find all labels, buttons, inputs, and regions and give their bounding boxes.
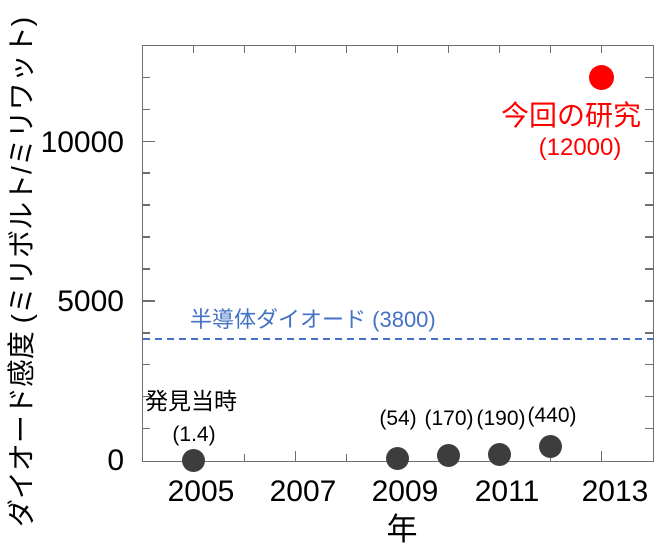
plot-area xyxy=(141,44,654,472)
y-tick-right xyxy=(644,363,653,366)
y-tick-left xyxy=(142,108,150,111)
y-tick-left xyxy=(142,427,150,430)
y-tick-right xyxy=(644,268,653,270)
x-tick-label-2013: 2013 xyxy=(581,475,649,508)
x-tick-bottom xyxy=(294,450,297,461)
point-value-54: (54) xyxy=(379,407,417,430)
x-tick-label-2005: 2005 xyxy=(167,475,235,508)
x-tick-bottom xyxy=(243,453,246,461)
discovery-label: 発見当時 xyxy=(145,388,237,414)
x-tick-label-2009: 2009 xyxy=(371,475,439,508)
y-tick-right xyxy=(644,108,653,111)
y-tick-label-10000: 10000 xyxy=(40,126,124,159)
x-tick-top xyxy=(345,45,348,53)
this-work-label: 今回の研究 xyxy=(500,100,642,131)
x-axis-title: 年 xyxy=(386,512,418,547)
x-tick-bottom xyxy=(345,453,348,461)
reference-line-label-text: 半導体ダイオード xyxy=(190,307,367,332)
x-tick-top xyxy=(294,45,297,53)
y-tick-right xyxy=(644,300,653,302)
y-tick-left xyxy=(142,300,155,302)
x-tick-label-2011: 2011 xyxy=(474,475,540,508)
y-tick-right xyxy=(644,140,653,143)
x-tick-label-2007: 2007 xyxy=(269,475,337,508)
data-point xyxy=(437,443,460,467)
x-tick-bottom xyxy=(600,450,603,461)
y-tick-left xyxy=(142,172,150,174)
x-tick-top xyxy=(447,45,450,53)
point-value-190: (190) xyxy=(476,407,526,430)
y-tick-left xyxy=(142,332,150,334)
y-tick-left xyxy=(142,76,150,79)
x-tick-top xyxy=(549,45,552,53)
data-point xyxy=(386,447,409,471)
y-tick-left xyxy=(142,395,150,398)
x-tick-top xyxy=(192,45,195,53)
y-tick-right xyxy=(644,172,653,174)
y-tick-right xyxy=(644,236,653,238)
reference-line xyxy=(142,338,653,341)
y-tick-right xyxy=(644,427,653,430)
y-tick-label-0: 0 xyxy=(107,444,124,477)
y-tick-label-5000: 5000 xyxy=(57,285,124,318)
y-tick-left xyxy=(142,363,150,366)
data-point xyxy=(488,442,511,466)
y-tick-left xyxy=(142,204,150,206)
y-tick-left xyxy=(142,140,155,143)
data-point xyxy=(182,448,205,472)
y-tick-left xyxy=(142,236,150,238)
point-value-12000: (12000) xyxy=(538,134,622,161)
point-value-170: (170) xyxy=(424,407,474,430)
x-tick-top xyxy=(243,45,246,53)
data-point xyxy=(539,434,562,458)
point-value-440: (440) xyxy=(527,404,577,427)
reference-line-label: 半導体ダイオード (3800) xyxy=(190,307,436,333)
point-value-1-4: (1.4) xyxy=(172,423,216,446)
y-tick-right xyxy=(644,332,653,334)
y-tick-right xyxy=(644,204,653,206)
data-point-this-work xyxy=(589,64,614,90)
x-tick-top xyxy=(600,45,603,53)
x-tick-top xyxy=(396,45,399,53)
y-tick-right xyxy=(644,76,653,79)
reference-line-label-value: (3800) xyxy=(372,307,436,332)
y-tick-left xyxy=(142,268,150,270)
x-tick-top xyxy=(498,45,501,53)
y-tick-right xyxy=(644,395,653,398)
